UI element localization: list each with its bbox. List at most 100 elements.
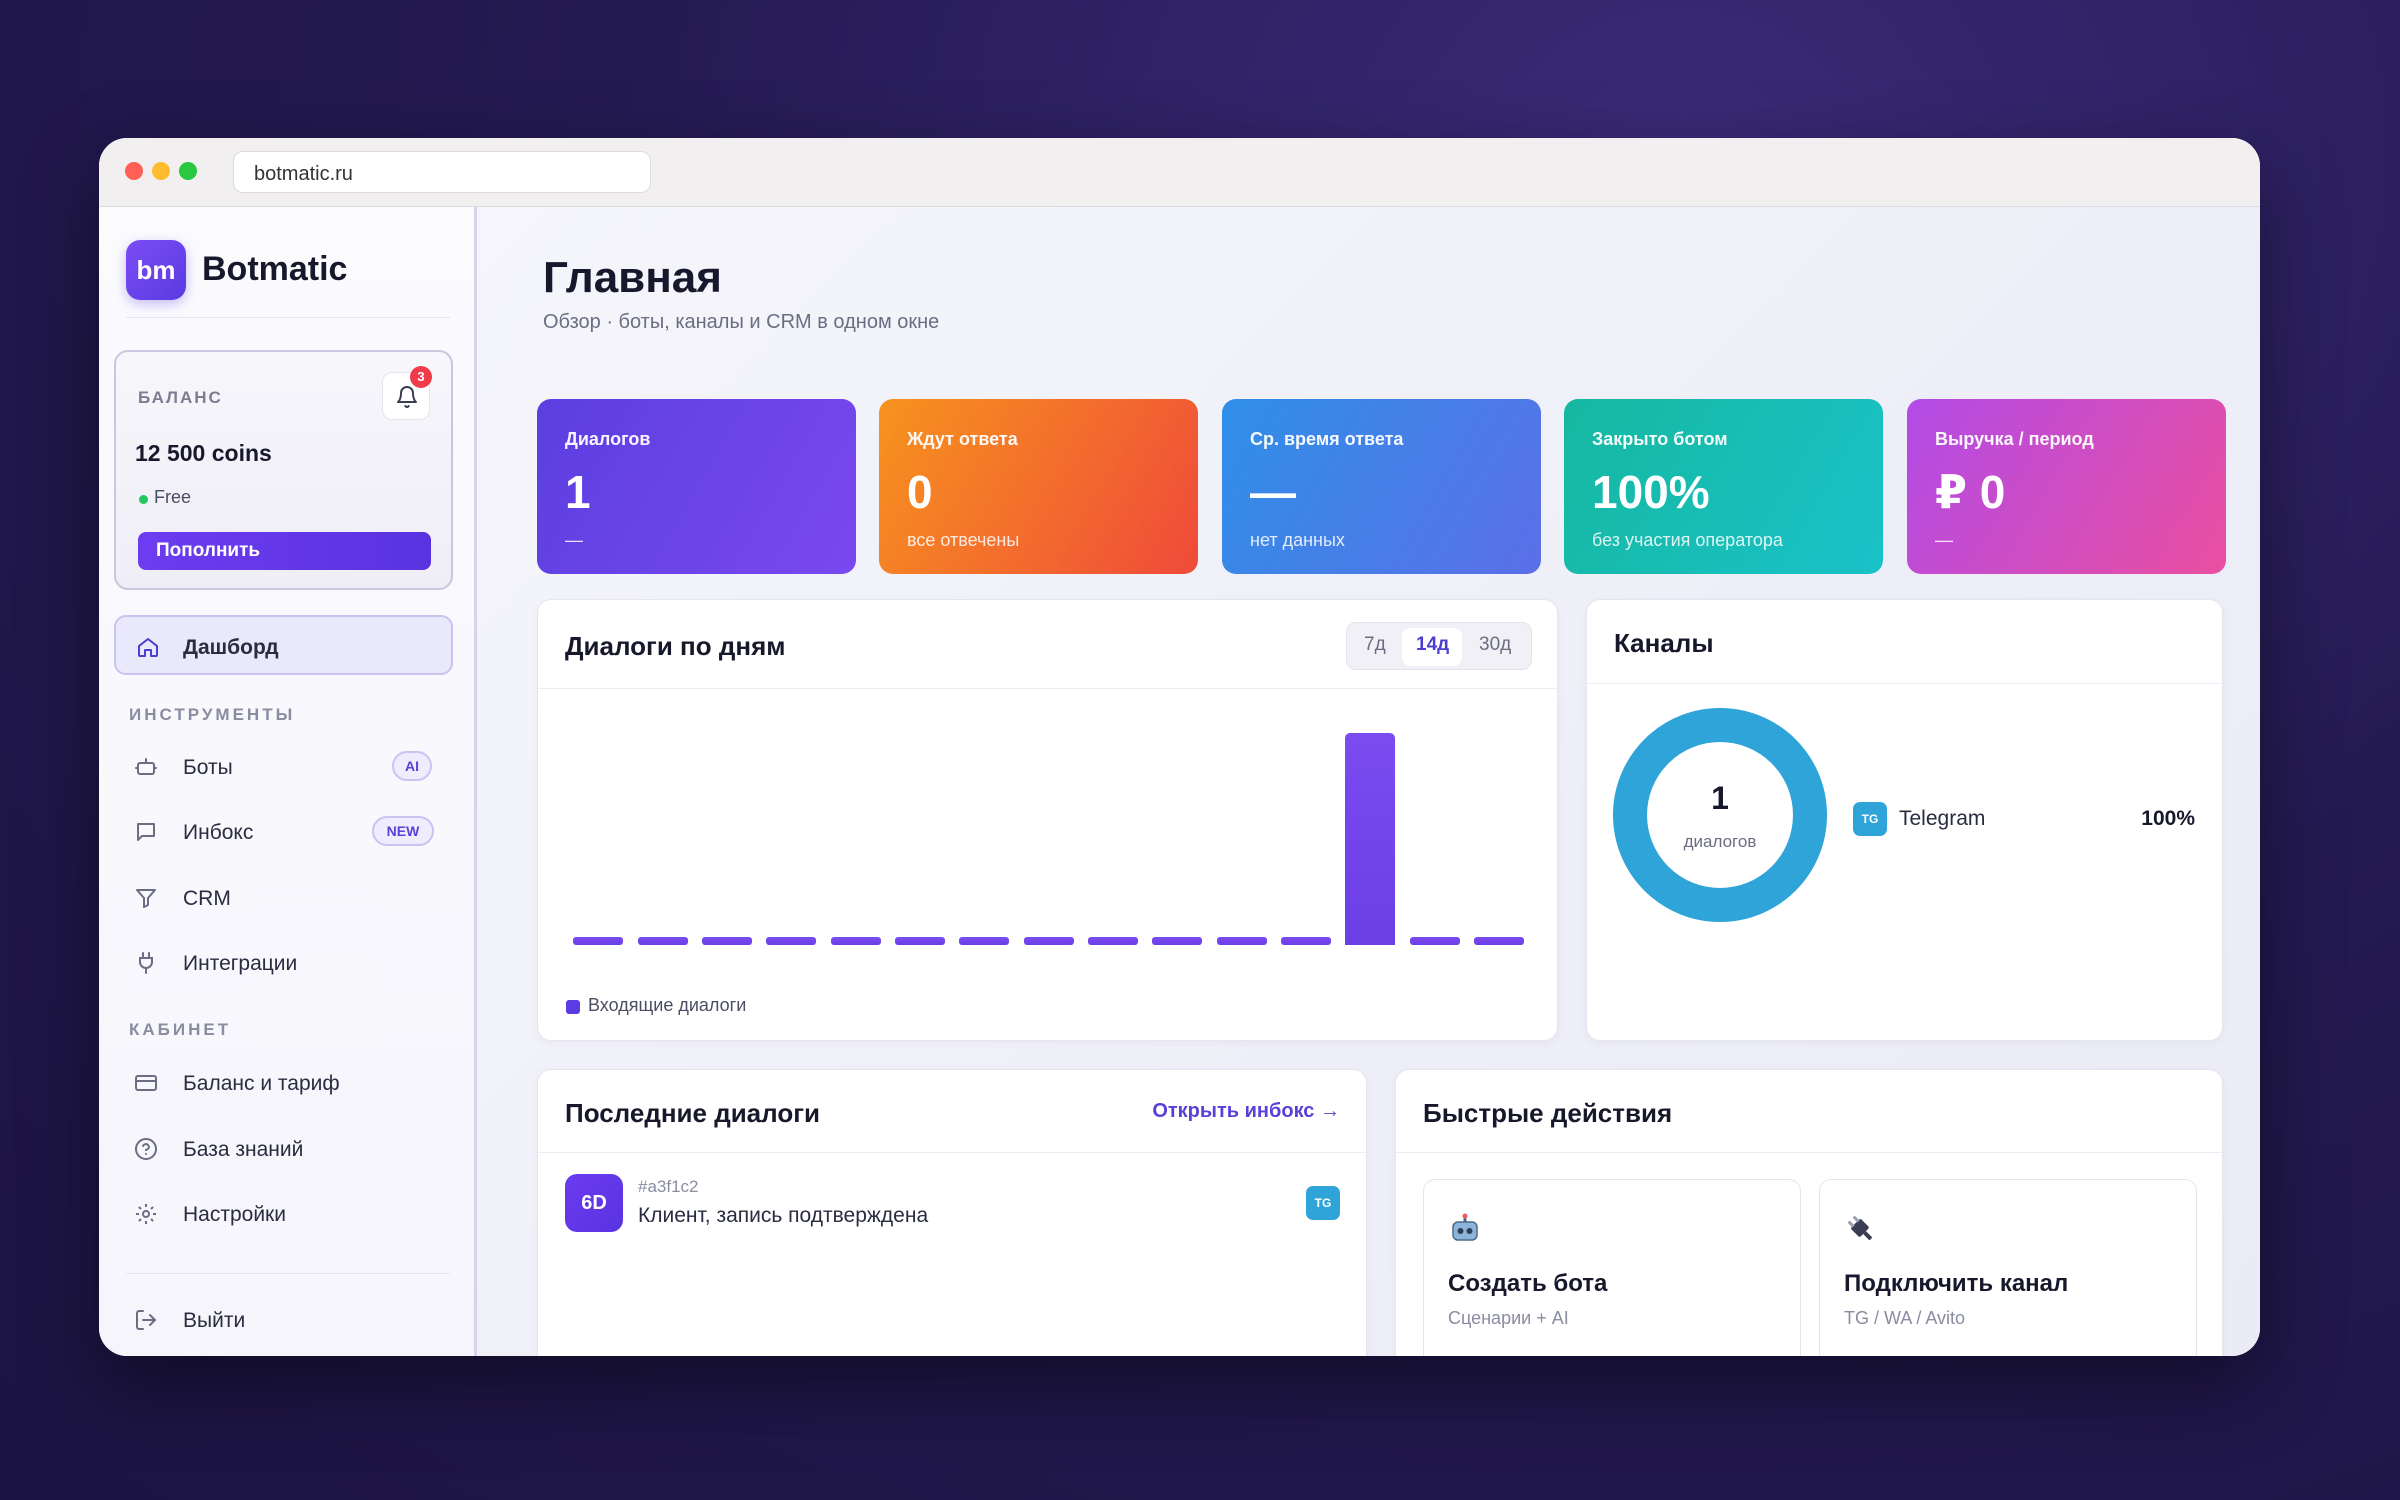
recent-dialogs-title: Последние диалоги bbox=[565, 1098, 821, 1128]
sidebar-item-billing[interactable]: Баланс и тариф bbox=[114, 1055, 453, 1111]
channels-donut-chart bbox=[1613, 708, 1827, 922]
stat-value: 100% bbox=[1592, 466, 1710, 518]
bar-day-5 bbox=[830, 937, 881, 945]
create-bot-action[interactable]: Создать бота Сценарии + AI bbox=[1423, 1179, 1801, 1356]
bar-day-6 bbox=[894, 937, 945, 945]
main-content: Главная Обзор · боты, каналы и CRM в одн… bbox=[477, 207, 2260, 1356]
brand-name: Botmatic bbox=[202, 250, 348, 288]
page-subtitle: Обзор · боты, каналы и CRM в одном окне bbox=[543, 311, 940, 333]
sidebar-item-bots[interactable]: Боты AI bbox=[114, 739, 453, 795]
sidebar-item-label: Баланс и тариф bbox=[183, 1072, 340, 1095]
channels-card: Каналы 1 диалогов TG Telegram 100% bbox=[1586, 599, 2223, 1041]
action-subtitle: TG / WA / Avito bbox=[1844, 1308, 1966, 1328]
sidebar-item-label: Выйти bbox=[183, 1309, 246, 1332]
stat-title: Ср. время ответа bbox=[1250, 429, 1404, 449]
dialogs-chart-title: Диалоги по дням bbox=[565, 631, 786, 661]
sidebar-item-dashboard[interactable]: Дашборд bbox=[114, 615, 453, 675]
stat-title: Выручка / период bbox=[1935, 429, 2094, 449]
close-window-button[interactable] bbox=[125, 162, 143, 180]
balance-amount: 12 500 coins bbox=[135, 440, 272, 466]
robot-icon bbox=[1452, 1213, 1478, 1241]
open-inbox-link[interactable]: Открыть инбокс → bbox=[1152, 1100, 1340, 1122]
avatar: 6D bbox=[565, 1174, 623, 1232]
stat-subtitle: без участия оператора bbox=[1592, 530, 1783, 550]
stat-title: Закрыто ботом bbox=[1592, 429, 1728, 449]
bar-day-4 bbox=[766, 937, 817, 945]
balance-label: БАЛАНС bbox=[138, 388, 223, 407]
bar-day-3 bbox=[701, 937, 752, 945]
legend-label: Входящие диалоги bbox=[588, 995, 747, 1015]
action-title: Подключить канал bbox=[1844, 1270, 2069, 1297]
filter-icon bbox=[136, 889, 156, 908]
sidebar-item-label: Настройки bbox=[183, 1203, 286, 1226]
plan-name: Free bbox=[154, 487, 192, 507]
page-title: Главная bbox=[543, 253, 722, 302]
sidebar-item-integrations[interactable]: Интеграции bbox=[114, 935, 453, 991]
dialog-id: #a3f1c2 bbox=[638, 1177, 699, 1196]
ai-badge: AI bbox=[392, 751, 432, 781]
stat-subtitle: — bbox=[565, 530, 583, 550]
stat-value: 0 bbox=[907, 466, 933, 518]
donut-segment-telegram bbox=[1613, 708, 1827, 922]
stat-title: Диалогов bbox=[565, 429, 651, 449]
sidebar-item-label: CRM bbox=[183, 887, 231, 910]
help-circle-icon bbox=[135, 1138, 157, 1160]
dialog-preview: Клиент, запись подтверждена bbox=[638, 1204, 929, 1227]
dialog-row[interactable]: 6D #a3f1c2 Клиент, запись подтверждена T… bbox=[538, 1166, 1366, 1256]
range-selected-highlight bbox=[1402, 628, 1462, 666]
sidebar-item-knowledge-base[interactable]: База знаний bbox=[114, 1121, 453, 1177]
new-badge: NEW bbox=[372, 816, 434, 846]
telegram-badge-icon: TG bbox=[1306, 1186, 1340, 1220]
browser-titlebar: botmatic.ru bbox=[99, 138, 2260, 207]
topup-button[interactable]: Пополнить bbox=[138, 532, 431, 570]
notifications-count-badge: 3 bbox=[410, 366, 432, 388]
plan-status-dot bbox=[139, 495, 148, 504]
address-bar[interactable]: botmatic.ru bbox=[233, 151, 651, 193]
bar-day-13 bbox=[1345, 733, 1396, 945]
range-option-30d[interactable]: 30д bbox=[1479, 634, 1512, 655]
sidebar-divider bbox=[126, 317, 450, 318]
bar-day-15 bbox=[1473, 937, 1524, 945]
stat-card-dialogs[interactable]: Диалогов 1 — bbox=[537, 399, 856, 574]
sidebar-item-label: Инбокс bbox=[183, 821, 254, 844]
action-subtitle: Сценарии + AI bbox=[1448, 1308, 1569, 1328]
bar-day-10 bbox=[1152, 937, 1203, 945]
logout-button[interactable]: Выйти bbox=[114, 1292, 453, 1348]
sidebar-item-settings[interactable]: Настройки bbox=[114, 1186, 453, 1242]
plug-icon bbox=[139, 952, 153, 974]
range-option-7d[interactable]: 7д bbox=[1364, 634, 1386, 655]
quick-actions-card: Быстрые действия Создать бота Сценарии +… bbox=[1395, 1069, 2223, 1356]
maximize-window-button[interactable] bbox=[179, 162, 197, 180]
bar-day-9 bbox=[1087, 937, 1138, 945]
card-divider bbox=[1396, 1152, 2222, 1153]
stat-card-closed-by-bot[interactable]: Закрыто ботом 100% без участия оператора bbox=[1564, 399, 1883, 574]
sidebar-item-label: Боты bbox=[183, 756, 233, 779]
home-icon bbox=[138, 638, 158, 657]
sidebar-divider bbox=[126, 1273, 450, 1274]
stat-card-revenue[interactable]: Выручка / период ₽ 0 — bbox=[1907, 399, 2226, 574]
sidebar-item-label: Интеграции bbox=[183, 952, 298, 975]
stat-card-response-time[interactable]: Ср. время ответа — нет данных bbox=[1222, 399, 1541, 574]
balance-card: БАЛАНС 3 12 500 coins Free Пополнить bbox=[114, 350, 453, 590]
dialogs-chart-card: Диалоги по дням 7д 14д 30д Входящие диал… bbox=[537, 599, 1558, 1041]
quick-actions-title: Быстрые действия bbox=[1423, 1098, 1673, 1128]
bar-day-12 bbox=[1280, 937, 1331, 945]
brand-logo[interactable]: bm bbox=[126, 240, 186, 300]
sidebar-item-crm[interactable]: CRM bbox=[114, 870, 453, 926]
channel-name: Telegram bbox=[1899, 807, 1986, 830]
stat-title: Ждут ответа bbox=[907, 429, 1018, 449]
donut-total-label: диалогов bbox=[1683, 832, 1757, 851]
stat-card-awaiting[interactable]: Ждут ответа 0 все отвечены bbox=[879, 399, 1198, 574]
connect-channel-action[interactable]: Подключить канал TG / WA / Avito bbox=[1819, 1179, 2197, 1356]
action-title: Создать бота bbox=[1448, 1270, 1608, 1297]
stat-value: 1 bbox=[565, 466, 591, 518]
bot-icon bbox=[135, 758, 157, 775]
channels-title: Каналы bbox=[1614, 628, 1714, 658]
minimize-window-button[interactable] bbox=[152, 162, 170, 180]
range-option-14d[interactable]: 14д bbox=[1416, 634, 1450, 655]
sidebar-item-inbox[interactable]: Инбокс NEW bbox=[114, 804, 453, 860]
bar-day-11 bbox=[1216, 937, 1267, 945]
browser-window: botmatic.ru bm Botmatic БАЛАНС 3 12 500 … bbox=[99, 138, 2260, 1356]
donut-total: 1 bbox=[1711, 780, 1729, 816]
telegram-badge-icon: TG bbox=[1853, 802, 1887, 836]
